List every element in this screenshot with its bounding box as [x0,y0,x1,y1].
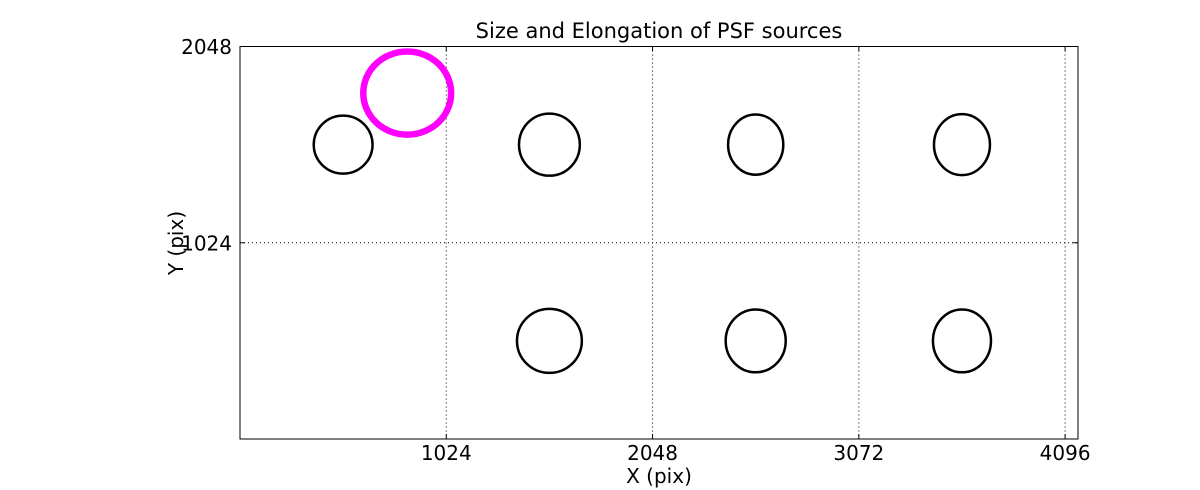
psf-ellipse-highlight [360,48,455,138]
x-tick-label: 1024 [421,441,472,465]
psf-ellipse [724,308,787,374]
y-axis-label: Y (pix) [164,210,188,276]
psf-ellipse [931,308,993,374]
psf-ellipse [312,114,374,175]
psf-ellipse [726,113,785,176]
y-tick-label: 2048 [181,35,232,59]
x-tick-label: 3072 [833,441,884,465]
chart-title: Size and Elongation of PSF sources [475,19,843,43]
psf-ellipse [515,307,584,375]
x-tick-label: 2048 [627,441,678,465]
y-tick-label: 1024 [181,231,232,255]
psf-ellipse [517,112,582,177]
psf-ellipse [932,112,992,177]
x-tick-label: 4096 [1040,441,1091,465]
x-axis-label: X (pix) [626,464,692,488]
plot-border [239,46,1079,440]
